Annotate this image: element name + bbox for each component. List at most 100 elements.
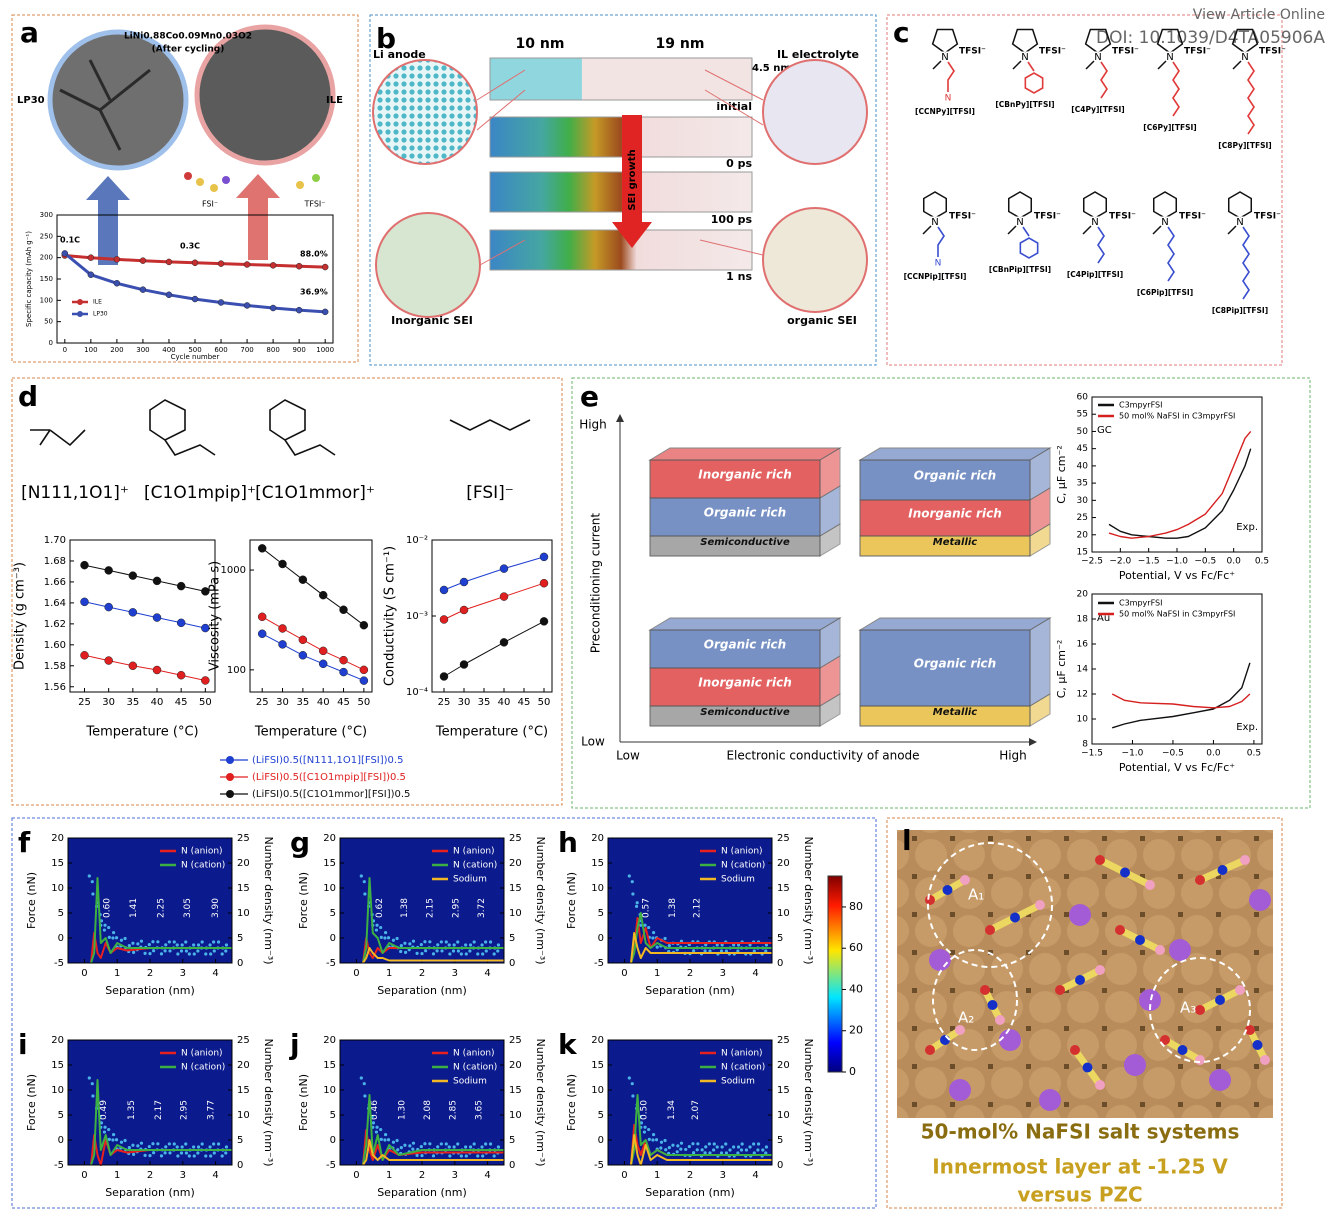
series-line [362, 877, 504, 964]
annotation: 88.0% [300, 250, 328, 259]
y2-tick-label: 10 [777, 1110, 790, 1121]
y2-tick-label: 10 [509, 908, 522, 919]
x-tick-label: 2 [419, 968, 425, 979]
y2-tick-label: 15 [237, 1085, 250, 1096]
oxygen [1195, 875, 1205, 885]
afm-point [724, 1151, 729, 1155]
y-tick-label: 1.68 [44, 556, 66, 567]
benzene [1019, 237, 1039, 259]
slab-top [858, 617, 1052, 631]
data-point [257, 544, 267, 553]
cation-label: [C6Pip][TFSI] [1137, 288, 1193, 297]
peak-label: 1.30 [398, 1100, 408, 1120]
atom-label: N [1241, 52, 1248, 63]
afm-point [404, 950, 408, 954]
series-line [630, 932, 772, 964]
y2-tick-label: 20 [509, 1060, 522, 1071]
y2-tick-label: 0 [509, 1160, 515, 1171]
colorbar-tick-label: 60 [849, 941, 863, 954]
afm-point [179, 1151, 184, 1155]
x-tick-label: 3 [180, 968, 186, 979]
legend-label: ILE [93, 299, 102, 306]
md-box-initial [489, 57, 753, 101]
legend-marker [226, 790, 234, 798]
axis-end-label: High [579, 418, 607, 432]
atom-label: N [1094, 52, 1101, 63]
data-point [339, 655, 348, 665]
afm-point [375, 1125, 379, 1129]
afm-point [399, 1146, 403, 1150]
plot-frame [607, 1039, 773, 1166]
x-tick-label: 4 [752, 1170, 758, 1181]
y-tick-label: 1.64 [44, 598, 66, 609]
afm-point [630, 1082, 634, 1086]
x-tick-label: 4 [484, 968, 490, 979]
article-link[interactable]: View Article Online [1193, 7, 1325, 23]
afm-point [431, 952, 436, 956]
molecule-atom [184, 172, 192, 180]
fluorine [1095, 965, 1105, 975]
afm-point [415, 1153, 419, 1157]
data-point [359, 676, 369, 685]
afm-point [151, 940, 155, 944]
y2-tick-label: 10 [237, 1110, 250, 1121]
methyl [1012, 60, 1022, 70]
legend-label: Sodium [721, 1077, 755, 1087]
data-point [176, 618, 186, 628]
annotation: 0.1C [60, 236, 80, 245]
afm-point [651, 930, 656, 935]
y-tick-label: 30 [1077, 496, 1089, 506]
afm-point [496, 1145, 501, 1149]
afm-point [224, 1145, 229, 1149]
y-tick-label: 18 [1077, 615, 1089, 625]
afm-point [111, 1132, 116, 1137]
x-tick-label: 4 [212, 1170, 218, 1181]
y2-tick-label: 25 [237, 1035, 250, 1046]
legend-marker [77, 299, 83, 305]
series-line [261, 547, 365, 626]
afm-point [732, 943, 736, 947]
afm-point [176, 952, 180, 956]
legend-label: (LiFSI)0.5([C1O1mpip][FSI])0.5 [252, 772, 406, 783]
afm-point [419, 1144, 423, 1149]
oxygen [985, 925, 995, 935]
peak-label: 2.17 [154, 1100, 164, 1120]
data-point [339, 605, 348, 615]
y2-tick-label: 5 [509, 933, 515, 944]
slab-side [1029, 617, 1051, 707]
y-tick-label: 5 [58, 1110, 64, 1121]
sodium-ion [1039, 1089, 1061, 1111]
data-point [128, 608, 138, 617]
afm-point [411, 939, 416, 943]
slab [649, 459, 821, 499]
x-tick-label: 50 [199, 697, 212, 708]
y-tick-label: 25 [1077, 513, 1088, 523]
legend-label: N (cation) [181, 861, 225, 871]
data-point [318, 659, 328, 669]
afm-point [152, 949, 156, 953]
afm-point [708, 949, 712, 953]
panel-letter: e [580, 380, 599, 413]
data-point [298, 635, 308, 645]
data-point [539, 617, 549, 626]
afm-point [220, 1154, 224, 1158]
y-tick-label: 100 [40, 296, 53, 304]
afm-point [212, 940, 216, 944]
y2-tick-label: 25 [509, 1035, 522, 1046]
legend-marker [226, 756, 234, 764]
panel-letter: d [18, 380, 38, 413]
afm-point [739, 1148, 744, 1152]
afm-point [764, 1145, 769, 1149]
afm-point [383, 1138, 387, 1142]
atom-label: N [1016, 217, 1023, 228]
afm-point [179, 949, 184, 953]
afm-point [464, 952, 468, 956]
peak-label: 0.57 [642, 898, 652, 918]
y2-tick-label: 10 [237, 908, 250, 919]
x-tick-label: 2 [147, 968, 153, 979]
plot-frame [339, 1039, 505, 1166]
y-axis-label: Force (nN) [297, 1074, 310, 1131]
afm-point [419, 942, 423, 947]
afm-point [472, 940, 476, 944]
afm-point [131, 941, 135, 945]
